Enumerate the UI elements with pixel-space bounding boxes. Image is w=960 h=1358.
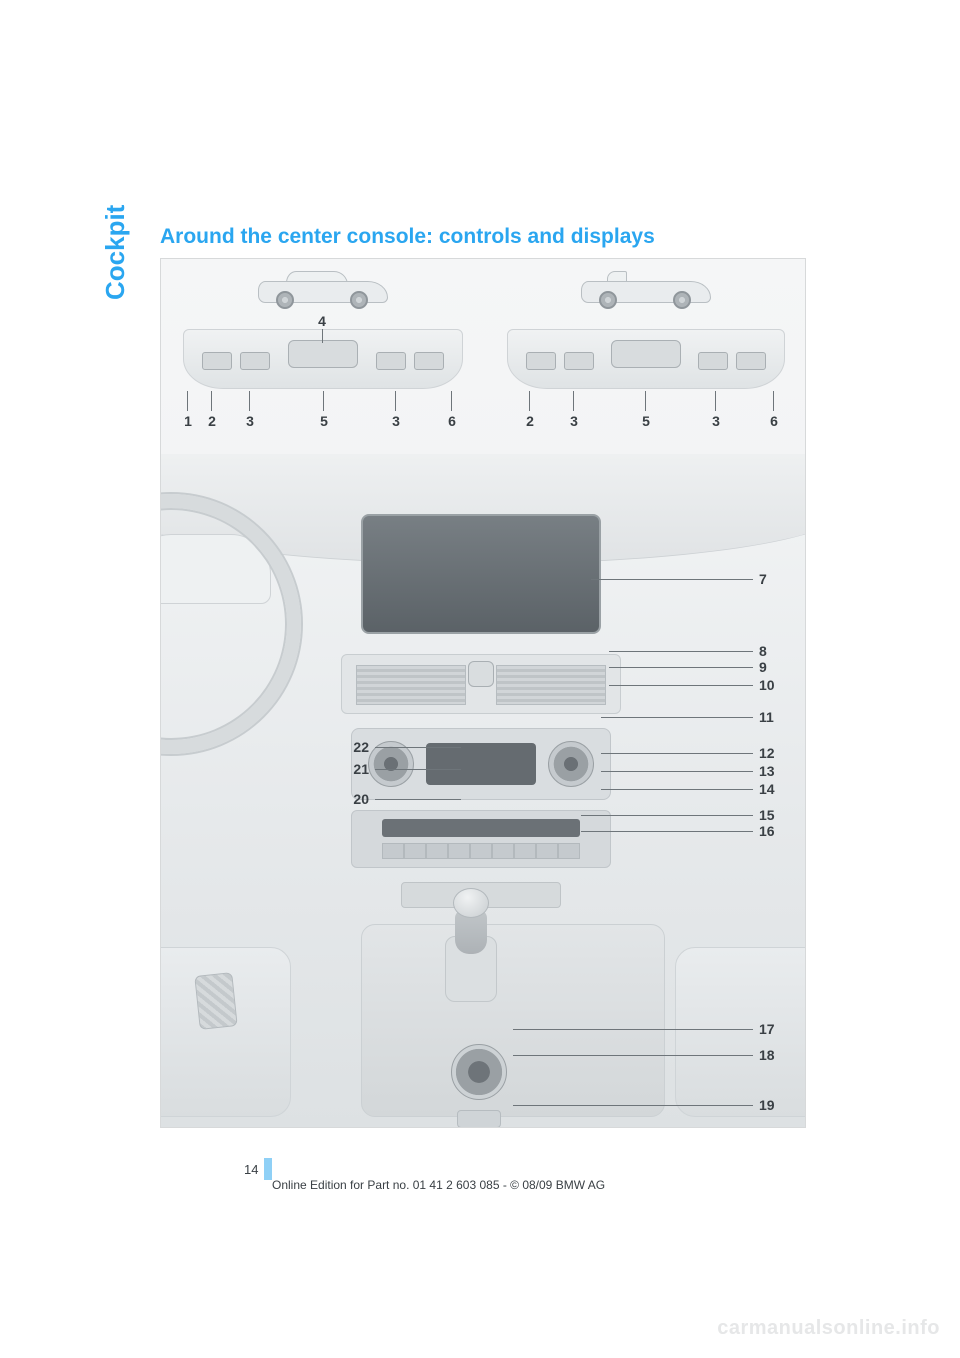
gear-shifter (431, 884, 511, 1014)
callout-leader (601, 789, 753, 790)
page: Cockpit Around the center console: contr… (0, 0, 960, 1358)
section-side-label: Cockpit (100, 205, 131, 300)
callout-number: 9 (759, 659, 767, 675)
callout-number: 2 (523, 413, 537, 429)
callout-number: 3 (389, 413, 403, 429)
section-heading: Around the center console: controls and … (160, 225, 655, 249)
callout-number: 22 (345, 739, 369, 755)
callout-leader (591, 579, 753, 580)
callout-number: 5 (317, 413, 331, 429)
callout-leader (581, 831, 753, 832)
callout-number: 5 (639, 413, 653, 429)
overhead-console (183, 329, 463, 389)
seat-right (675, 947, 805, 1117)
callout-number: 14 (759, 781, 775, 797)
callout-leader (581, 815, 753, 816)
callout-number: 12 (759, 745, 775, 761)
callout-number: 20 (345, 791, 369, 807)
callout-number: 11 (759, 709, 774, 725)
watermark: carmanualsonline.info (717, 1317, 940, 1340)
callout-leader (601, 753, 753, 754)
callout-number: 3 (709, 413, 723, 429)
idrive-controller (451, 1044, 507, 1100)
pedal (194, 972, 237, 1030)
overhead-console (507, 329, 785, 389)
callout-leader (513, 1029, 753, 1030)
callout-leader (375, 799, 461, 800)
footer-text: Online Edition for Part no. 01 41 2 603 … (272, 1178, 605, 1192)
callout-number: 16 (759, 823, 775, 839)
callout-number: 6 (445, 413, 459, 429)
callout-leader (609, 651, 753, 652)
callout-leader (375, 769, 461, 770)
cockpit-illustration (161, 454, 805, 1127)
callout-number: 8 (759, 643, 767, 659)
page-number: 14 (244, 1162, 258, 1177)
callout-leader (375, 747, 461, 748)
callout-number: 17 (759, 1021, 775, 1037)
overhead-panel-coupe: 4 1 2 3 5 3 6 (163, 259, 483, 434)
callout-leader (609, 685, 753, 686)
callout-number: 4 (315, 313, 329, 329)
climate-dial-right (548, 741, 594, 787)
audio-panel (351, 810, 611, 868)
callout-number: 3 (243, 413, 257, 429)
callout-leader (601, 771, 753, 772)
idrive-menu-button (457, 1110, 501, 1127)
callout-number: 3 (567, 413, 581, 429)
figure-center-console: 4 1 2 3 5 3 6 (160, 258, 806, 1128)
page-number-block: 14 (244, 1158, 272, 1180)
callout-number: 10 (759, 677, 775, 693)
callout-number: 21 (345, 761, 369, 777)
climate-control-panel (351, 728, 611, 800)
callout-number: 1 (181, 413, 195, 429)
overhead-panel-convertible: 2 3 5 3 6 (487, 259, 805, 434)
callout-number: 6 (767, 413, 781, 429)
callout-number: 18 (759, 1047, 775, 1063)
callout-number: 19 (759, 1097, 775, 1113)
callout-number: 15 (759, 807, 775, 823)
center-tunnel (361, 924, 665, 1117)
car-silhouette-coupe (258, 271, 388, 311)
page-number-bar (264, 1158, 272, 1180)
callout-leader (513, 1055, 753, 1056)
control-display (361, 514, 601, 634)
air-vents (341, 654, 621, 714)
callout-number: 13 (759, 763, 775, 779)
callout-number: 2 (205, 413, 219, 429)
car-silhouette-convertible (581, 271, 711, 311)
callout-leader (513, 1105, 753, 1106)
callout-leader (601, 717, 753, 718)
callout-leader (609, 667, 753, 668)
callout-number: 7 (759, 571, 767, 587)
